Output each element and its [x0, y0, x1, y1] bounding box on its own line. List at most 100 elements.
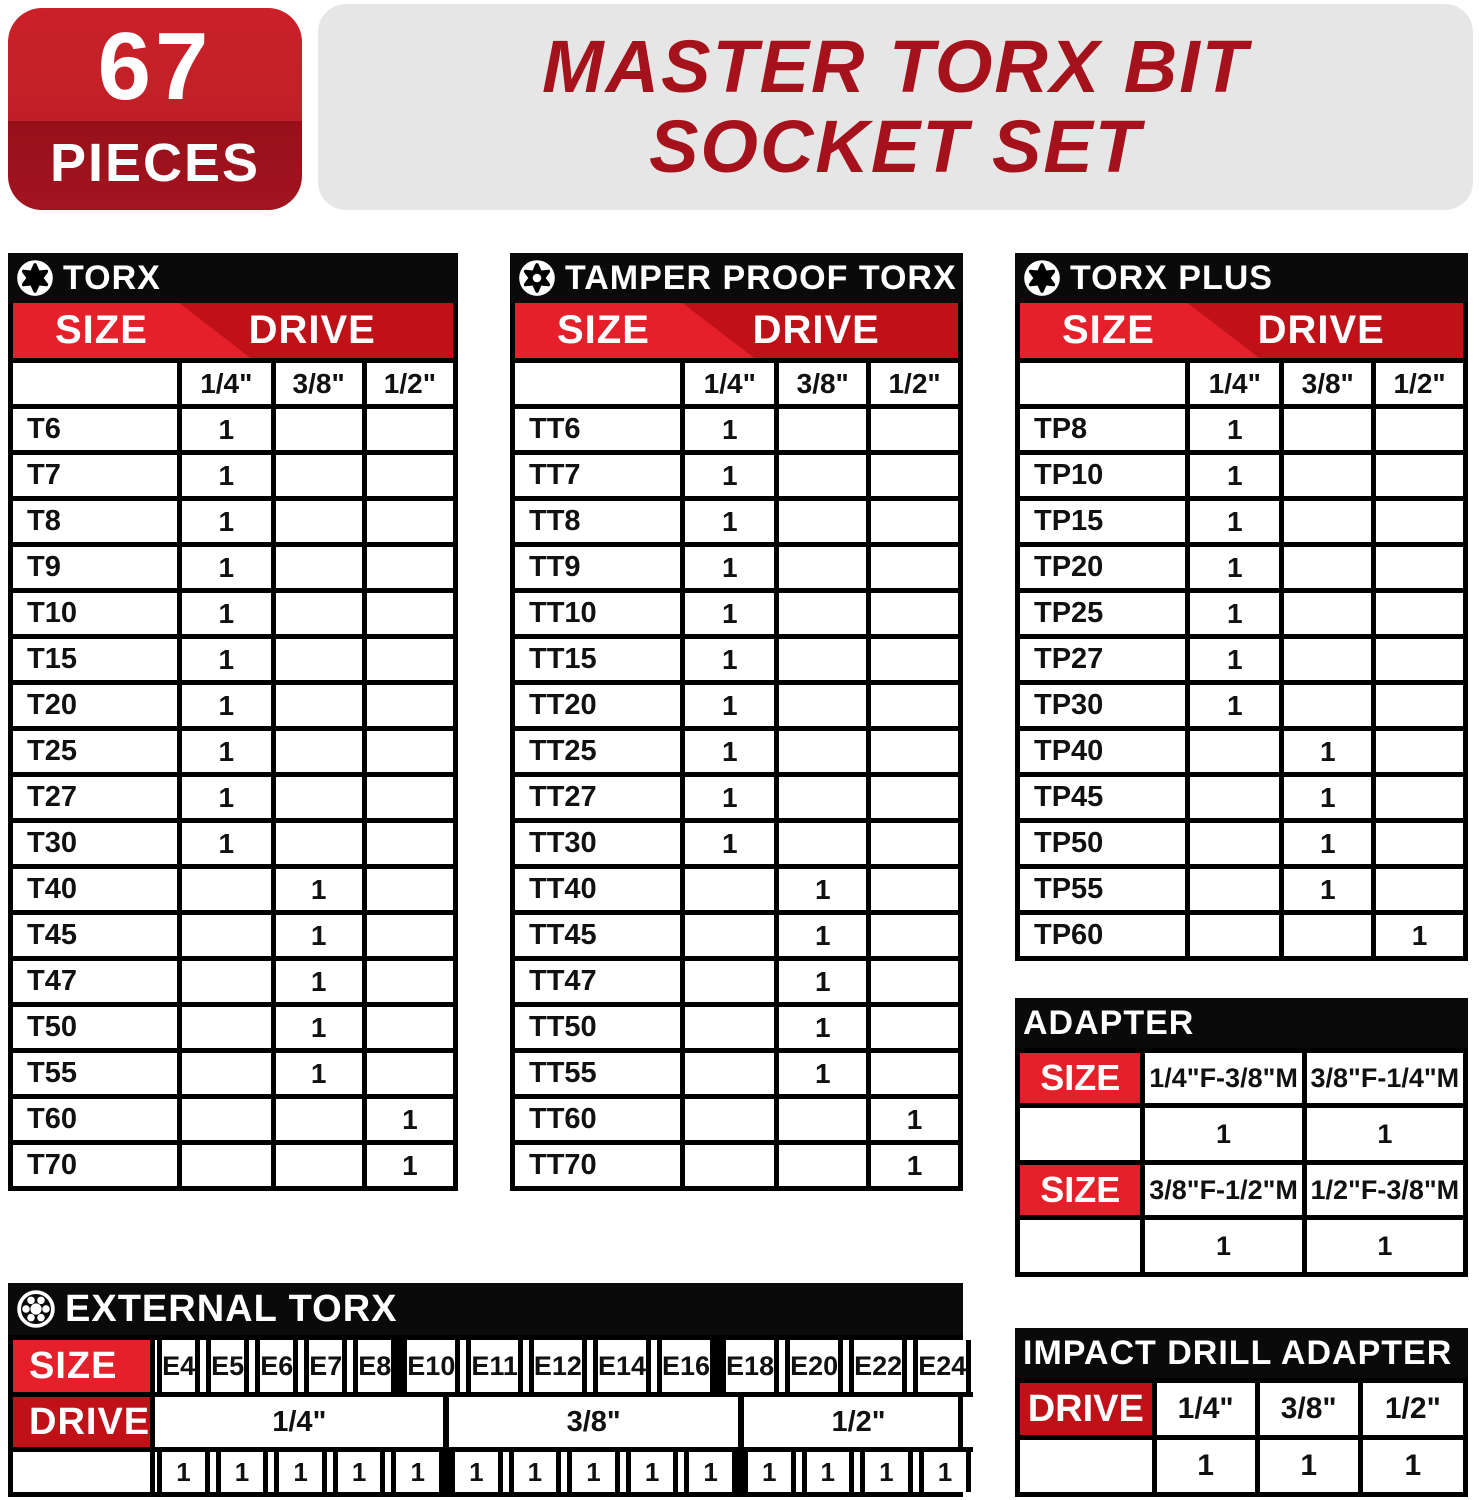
table-row: TP27 1 — [1014, 634, 1468, 685]
size-cell: T20 — [7, 680, 183, 731]
count-cell — [1371, 818, 1468, 869]
drive-col-header: 3/8" — [774, 358, 872, 409]
size-cell: TT20 — [509, 680, 686, 731]
table-row: TT20 1 — [509, 680, 963, 731]
count-cell — [177, 910, 276, 961]
table-row: TP45 1 — [1014, 772, 1468, 823]
external-size-cell: E11 — [466, 1340, 523, 1392]
table-row: TT7 1 — [509, 450, 963, 501]
torx-plus-size-drive-bar: SIZE DRIVE — [1015, 303, 1468, 358]
count-cell — [680, 1094, 780, 1145]
count-cell — [680, 1140, 780, 1191]
table-row: TT25 1 — [509, 726, 963, 777]
adapter-count-row: 1 1 — [1014, 1103, 1469, 1165]
count-cell — [866, 542, 963, 593]
count-cell — [361, 818, 459, 869]
size-cell: TT40 — [509, 864, 686, 915]
count-cell — [866, 772, 963, 823]
drive-subheader-row: 1/4" 3/8" 1/2" — [1014, 358, 1468, 409]
count-cell — [866, 588, 963, 639]
count-cell: 1 — [177, 588, 276, 639]
count-cell: 1 — [1279, 864, 1377, 915]
external-size-cell: E6 — [255, 1340, 299, 1392]
table-row: T9 1 — [7, 542, 459, 593]
count-cell — [361, 542, 459, 593]
empty-cell — [13, 1452, 151, 1492]
count-cell — [1371, 772, 1468, 823]
count-cell: 1 — [774, 910, 872, 961]
page-title-line2: SOCKET SET — [649, 105, 1142, 188]
drive-col-header: 1/4" — [177, 358, 276, 409]
count-cell — [361, 450, 459, 501]
count-cell — [1371, 542, 1468, 593]
size-cell: TT55 — [509, 1048, 686, 1099]
count-cell: 1 — [270, 956, 367, 1007]
tamper-size-drive-bar: SIZE DRIVE — [510, 303, 963, 358]
external-size-cell: E10 — [402, 1340, 461, 1392]
count-cell — [866, 956, 963, 1007]
count-cell — [361, 1002, 459, 1053]
count-cell: 1 — [774, 1002, 872, 1053]
external-size-cell: E5 — [206, 1340, 250, 1392]
external-size-cell: E14 — [592, 1340, 651, 1392]
size-cell: TP60 — [1014, 910, 1191, 961]
drive-label: DRIVE — [248, 308, 376, 352]
table-row: TT8 1 — [509, 496, 963, 547]
count-cell: 1 — [1185, 680, 1285, 731]
table-row: T30 1 — [7, 818, 459, 869]
count-cell — [361, 496, 459, 547]
count-cell — [1279, 680, 1377, 731]
adapter-col-header: 1/4"F-3/8"M — [1140, 1048, 1307, 1108]
table-row: T10 1 — [7, 588, 459, 639]
size-cell: TT7 — [509, 450, 686, 501]
count-cell: 1 — [1254, 1435, 1363, 1497]
table-row: TT10 1 — [509, 588, 963, 639]
drive-col-header: 1/4" — [680, 358, 780, 409]
drive-label-cell: DRIVE — [1015, 1378, 1157, 1440]
count-cell — [774, 634, 872, 685]
count-cell — [774, 404, 872, 455]
count-cell — [774, 1094, 872, 1145]
external-size-cell: E24 — [913, 1340, 972, 1392]
count-cell — [270, 680, 367, 731]
count-cell: 1 — [774, 864, 872, 915]
torx-size-drive-bar: SIZE DRIVE — [8, 303, 458, 358]
count-cell — [866, 864, 963, 915]
count-cell — [866, 1002, 963, 1053]
torx-plus-table: TORX PLUS SIZE DRIVE 1/4" 3/8" 1/2" TP8 1… — [1014, 253, 1468, 961]
count-cell — [361, 726, 459, 777]
size-cell: TP55 — [1014, 864, 1191, 915]
external-right-grid: E4 E5 E6 E7 E8 E10 E11 E12 E14 E16 E18 E20 E22 E24 1/… — [155, 1340, 974, 1492]
external-count-cell: 1 — [450, 1452, 503, 1492]
size-cell: TP15 — [1014, 496, 1191, 547]
table-row: TP30 1 — [1014, 680, 1468, 731]
count-cell — [1185, 910, 1285, 961]
table-row: TT55 1 — [509, 1048, 963, 1099]
count-cell: 1 — [270, 864, 367, 915]
size-cell: T8 — [7, 496, 183, 547]
table-row: T55 1 — [7, 1048, 459, 1099]
title-banner: MASTER TORX BIT SOCKET SET — [318, 4, 1473, 210]
count-cell: 1 — [680, 772, 780, 823]
drive-subheader-row: 1/4" 3/8" 1/2" — [509, 358, 963, 409]
count-cell — [866, 818, 963, 869]
drive-label: DRIVE — [752, 308, 880, 352]
size-cell: T70 — [7, 1140, 183, 1191]
table-row: TT15 1 — [509, 634, 963, 685]
table-row: TP8 1 — [1014, 404, 1468, 455]
external-size-cell: E16 — [657, 1340, 716, 1392]
table-row: TP10 1 — [1014, 450, 1468, 501]
table-row: TT6 1 — [509, 404, 963, 455]
size-cell: TP10 — [1014, 450, 1191, 501]
count-cell: 1 — [680, 588, 780, 639]
size-cell: TP45 — [1014, 772, 1191, 823]
size-cell: TT60 — [509, 1094, 686, 1145]
external-size-cell: E20 — [785, 1340, 844, 1392]
torx-plus-icon — [1024, 260, 1060, 296]
count-cell — [270, 634, 367, 685]
count-cell — [1371, 634, 1468, 685]
table-row: TP60 1 — [1014, 910, 1468, 961]
count-cell — [1371, 496, 1468, 547]
count-cell — [177, 1140, 276, 1191]
external-size-cell: E22 — [849, 1340, 908, 1392]
